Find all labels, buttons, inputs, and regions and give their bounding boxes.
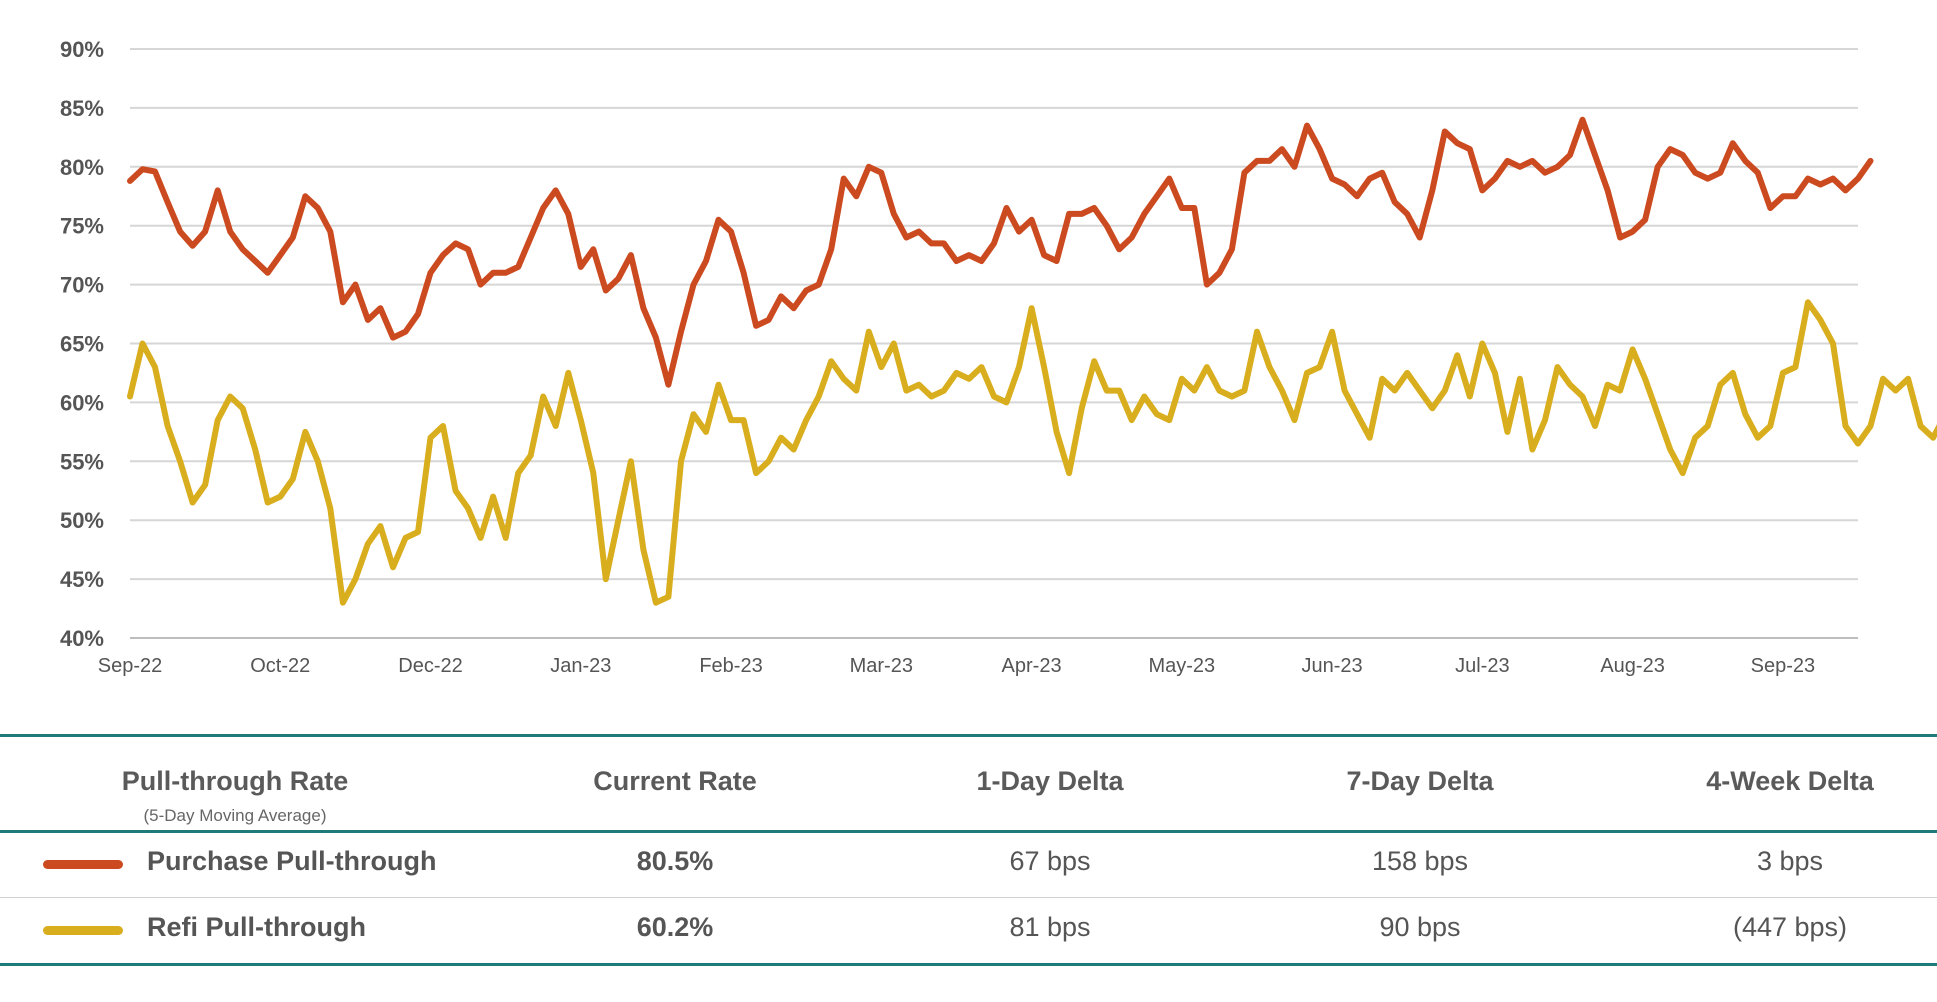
row-purchase-name: Purchase Pull-through: [147, 846, 437, 876]
y-tick-label: 60%: [60, 390, 104, 415]
row-refi-7-day: 90 bps: [1379, 912, 1461, 942]
row-divider: [0, 897, 1937, 898]
row-refi-4-week: (447 bps): [1732, 912, 1848, 942]
row-refi-1-day: 81 bps: [1009, 912, 1091, 942]
row-purchase-7-day: 158 bps: [1371, 846, 1469, 876]
series-lines: [127, 116, 1937, 606]
x-tick-label: Jul-23: [1455, 655, 1509, 677]
y-tick-label: 90%: [60, 37, 104, 62]
purchase-series-line: [127, 116, 1874, 388]
y-tick-label: 55%: [60, 449, 104, 474]
x-tick-label: Feb-23: [699, 655, 762, 677]
y-tick-label: 80%: [60, 155, 104, 180]
header-metric: Pull-through Rate: [121, 766, 349, 796]
x-tick-label: Oct-22: [250, 655, 310, 677]
row-purchase-1-day: 67 bps: [1009, 846, 1091, 876]
header-rule: [0, 830, 1937, 833]
x-tick-label: May-23: [1148, 655, 1215, 677]
x-tick-label: Jan-23: [550, 655, 611, 677]
y-tick-label: 75%: [60, 214, 104, 239]
gridlines: [130, 48, 1858, 639]
y-tick-label: 40%: [60, 626, 104, 651]
header-current-rate: Current Rate: [593, 766, 757, 796]
x-tick-label: Sep-23: [1751, 655, 1816, 677]
row-refi-name: Refi Pull-through: [147, 912, 366, 942]
x-axis-tick-labels: Sep-22 Oct-22 Dec-22 Jan-23 Feb-23 Mar-23 Apr-…: [98, 655, 1815, 677]
header-1-day-delta: 1-Day Delta: [976, 766, 1124, 796]
table-bottom-rule: [0, 963, 1937, 966]
header-7-day-delta: 7-Day Delta: [1346, 766, 1494, 796]
x-tick-label: Sep-22: [98, 655, 163, 677]
y-tick-label: 65%: [60, 332, 104, 357]
y-tick-label: 70%: [60, 273, 104, 298]
refi-series-line: [127, 299, 1937, 606]
header-metric-subtitle: (5-Day Moving Average): [143, 806, 327, 825]
x-tick-label: Apr-23: [1002, 655, 1062, 677]
purchase-legend-swatch: [43, 860, 123, 869]
x-tick-label: Aug-23: [1600, 655, 1665, 677]
y-tick-label: 85%: [60, 96, 104, 121]
y-tick-label: 50%: [60, 508, 104, 533]
x-tick-label: Dec-22: [398, 655, 462, 677]
refi-legend-swatch: [43, 926, 123, 935]
header-4-week-delta: 4-Week Delta: [1706, 766, 1874, 796]
pull-through-line-chart: 90% 85% 80% 75% 70% 65% 60% 55% 50% 45% 40% Sep-22…: [60, 37, 1937, 677]
row-purchase-4-week: 3 bps: [1756, 846, 1824, 876]
x-tick-label: Mar-23: [850, 655, 913, 677]
table-top-rule: [0, 734, 1937, 737]
y-tick-label: 45%: [60, 567, 104, 592]
y-axis-tick-labels: 90% 85% 80% 75% 70% 65% 60% 55% 50% 45% 40%: [60, 37, 104, 651]
row-refi-current: 60.2%: [636, 912, 714, 942]
x-tick-label: Jun-23: [1302, 655, 1363, 677]
row-purchase-current: 80.5%: [636, 846, 714, 876]
